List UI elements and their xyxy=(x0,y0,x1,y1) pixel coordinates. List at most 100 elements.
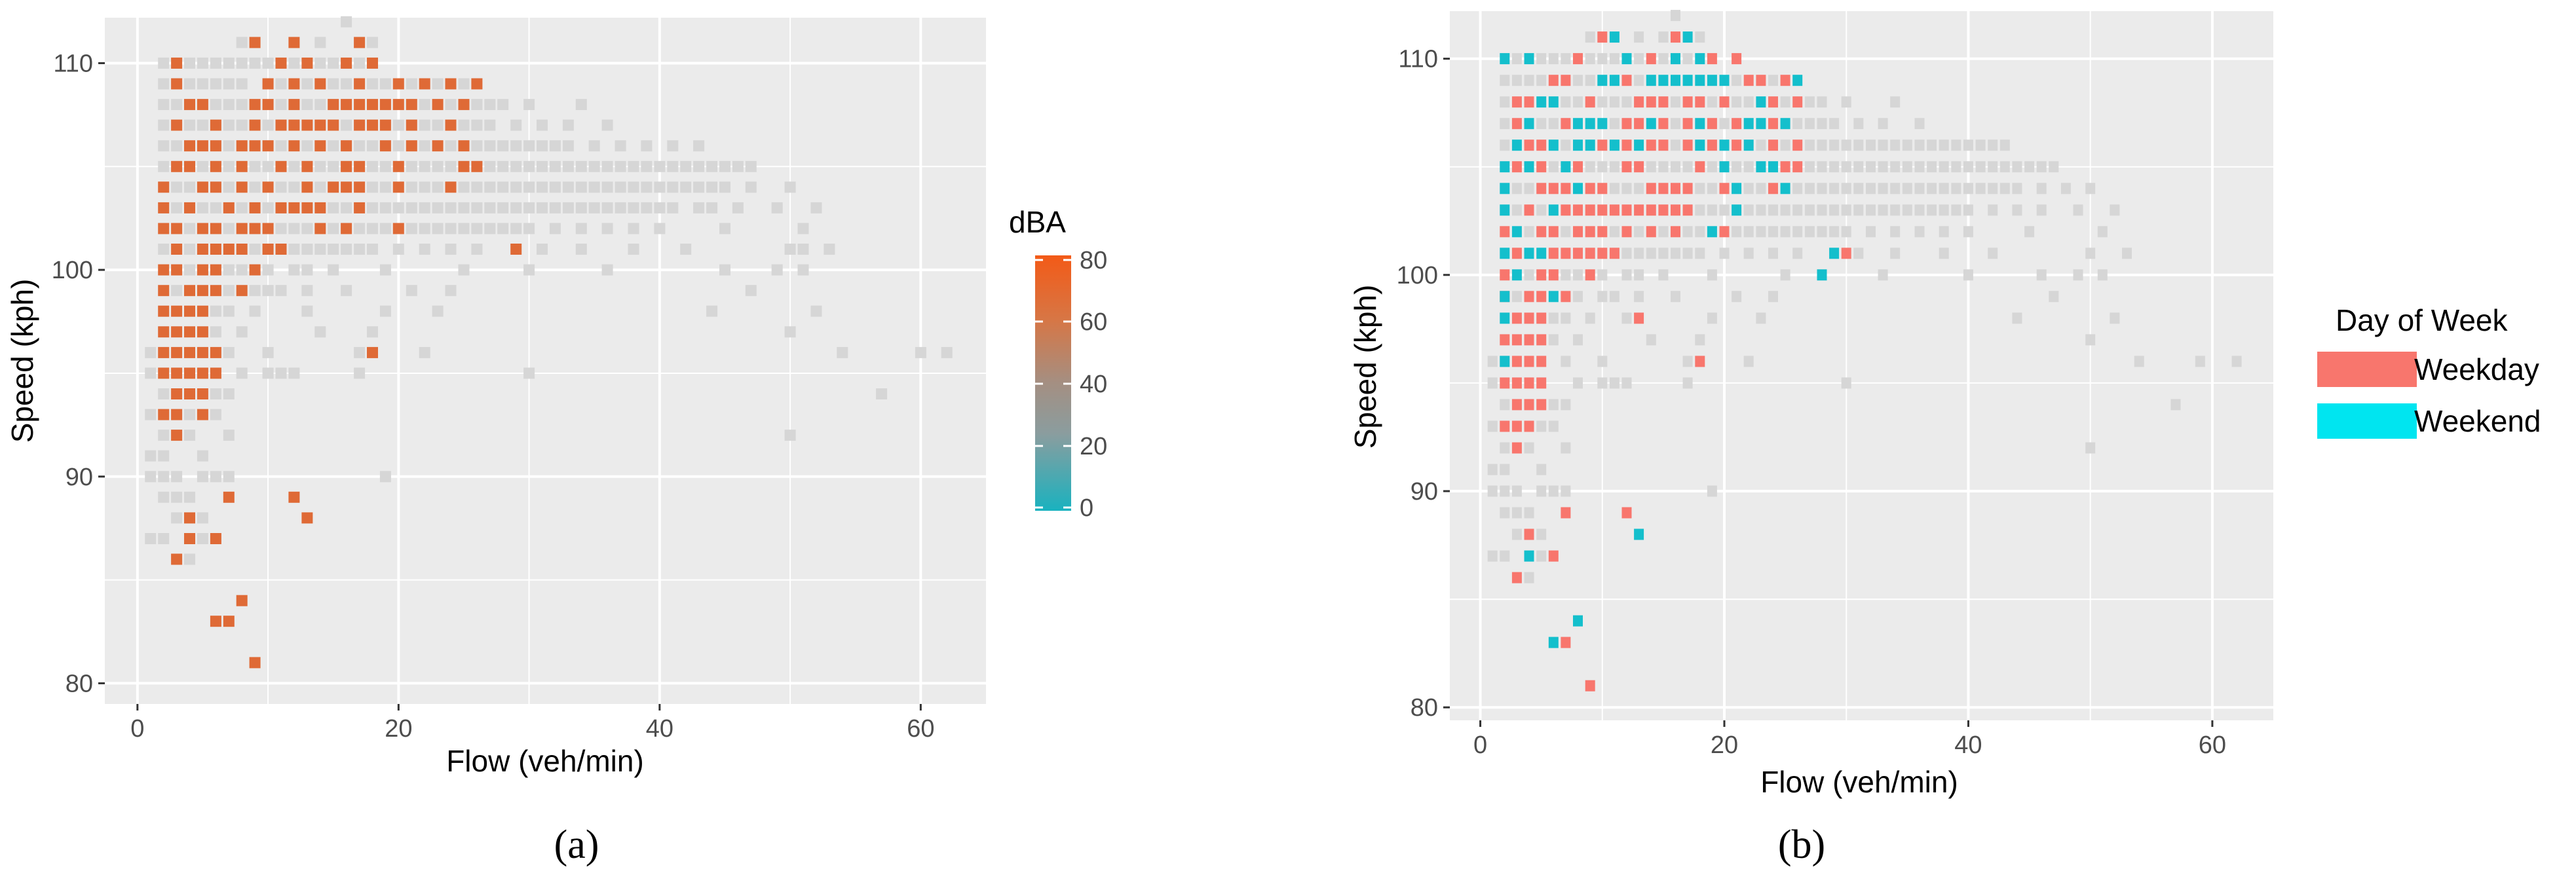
grey-cell xyxy=(1536,204,1547,216)
grey-cell xyxy=(1841,183,1851,194)
grey-cell xyxy=(301,223,313,234)
grey-cell xyxy=(1511,291,1522,303)
grey-cell xyxy=(1548,485,1559,497)
grey-cell xyxy=(432,160,444,172)
grey-cell xyxy=(171,181,183,193)
grey-cell xyxy=(1500,96,1510,108)
grey-cell xyxy=(1792,204,1803,216)
grey-cell xyxy=(379,181,391,193)
weekday-cell xyxy=(1671,204,1680,216)
dba-cell xyxy=(354,202,366,213)
grey-cell xyxy=(1866,161,1876,173)
weekday-cell xyxy=(1524,291,1534,303)
grey-cell xyxy=(1951,161,1961,173)
weekday-cell xyxy=(1658,96,1669,108)
grey-cell xyxy=(236,99,248,111)
grey-cell xyxy=(1890,226,1901,238)
dba-cell xyxy=(510,244,522,255)
dba-cell xyxy=(197,285,208,297)
weekday-cell xyxy=(1621,226,1632,238)
grey-cell xyxy=(406,202,417,213)
weekday-cell xyxy=(1561,248,1571,259)
weekday-cell xyxy=(1536,291,1547,303)
grey-cell xyxy=(537,119,548,131)
grey-cell xyxy=(1829,139,1840,151)
grey-cell xyxy=(1902,139,1912,151)
grey-cell xyxy=(1671,10,1680,22)
legend-label-weekday: Weekday xyxy=(2414,352,2539,386)
weekend-cell xyxy=(1500,53,1510,65)
grey-cell xyxy=(145,450,157,462)
grey-cell xyxy=(523,264,535,276)
weekday-cell xyxy=(1573,53,1583,65)
grey-cell xyxy=(1548,161,1559,173)
grey-cell xyxy=(1988,161,1998,173)
grey-cell xyxy=(1743,183,1754,194)
dba-cell xyxy=(158,181,170,193)
grey-cell xyxy=(810,305,822,317)
grey-cell xyxy=(810,202,822,213)
grey-cell xyxy=(328,244,339,255)
weekend-cell xyxy=(1732,204,1742,216)
grey-cell xyxy=(1573,377,1583,389)
dba-cell xyxy=(406,99,417,111)
weekday-cell xyxy=(1524,356,1534,367)
y-axis-title-b: Speed (kph) xyxy=(1348,285,1382,449)
weekday-cell xyxy=(1585,226,1595,238)
dba-cell xyxy=(197,409,208,420)
grey-cell xyxy=(1841,226,1851,238)
grey-cell xyxy=(262,346,274,358)
grey-cell xyxy=(1866,183,1876,194)
grey-cell xyxy=(210,78,221,90)
grey-cell xyxy=(1658,248,1669,259)
grey-cell xyxy=(288,223,300,234)
grey-cell xyxy=(484,181,496,193)
highlight-cells-a xyxy=(158,37,522,669)
grey-cell xyxy=(1524,75,1534,86)
dba-cell xyxy=(158,346,170,358)
grey-cell xyxy=(171,140,183,152)
grey-cell xyxy=(641,181,653,193)
grey-cell xyxy=(354,140,366,152)
weekday-cell xyxy=(1634,204,1644,216)
weekend-cell xyxy=(1658,75,1669,86)
grey-cell xyxy=(1841,204,1851,216)
weekday-cell xyxy=(1511,118,1522,130)
grey-cell xyxy=(2085,334,2096,346)
grey-cell xyxy=(1817,161,1827,173)
grey-cell xyxy=(367,37,378,48)
weekday-cell xyxy=(1500,269,1510,281)
grey-cell xyxy=(158,78,170,90)
grey-cell xyxy=(392,119,404,131)
grey-cell xyxy=(1999,139,2010,151)
grey-cell xyxy=(210,305,221,317)
grey-cell xyxy=(1890,96,1901,108)
grey-cell xyxy=(301,78,313,90)
weekday-cell xyxy=(1500,334,1510,346)
weekend-cell xyxy=(1682,75,1693,86)
grey-cell xyxy=(1682,377,1693,389)
grey-cell xyxy=(1511,183,1522,194)
grey-cell xyxy=(341,78,352,90)
grey-cell xyxy=(562,181,574,193)
colorbar-label-0: 0 xyxy=(1080,494,1093,522)
dba-cell xyxy=(210,264,221,276)
grey-cell xyxy=(1939,161,1949,173)
grey-cell xyxy=(915,346,926,358)
grey-cell xyxy=(1500,464,1510,475)
grey-cell xyxy=(367,181,378,193)
dba-cell xyxy=(158,264,170,276)
grey-cell xyxy=(223,223,235,234)
grey-cell xyxy=(784,244,796,255)
grey-cell xyxy=(1500,550,1510,562)
grey-cell xyxy=(223,99,235,111)
grey-cell xyxy=(458,119,470,131)
grey-cell xyxy=(341,16,352,28)
grey-cell xyxy=(1939,139,1949,151)
weekend-cell xyxy=(1597,118,1608,130)
grey-cell xyxy=(537,202,548,213)
weekend-cell xyxy=(1536,248,1547,259)
weekday-cell xyxy=(1658,118,1669,130)
grey-cell xyxy=(432,202,444,213)
weekday-cell xyxy=(1511,334,1522,346)
